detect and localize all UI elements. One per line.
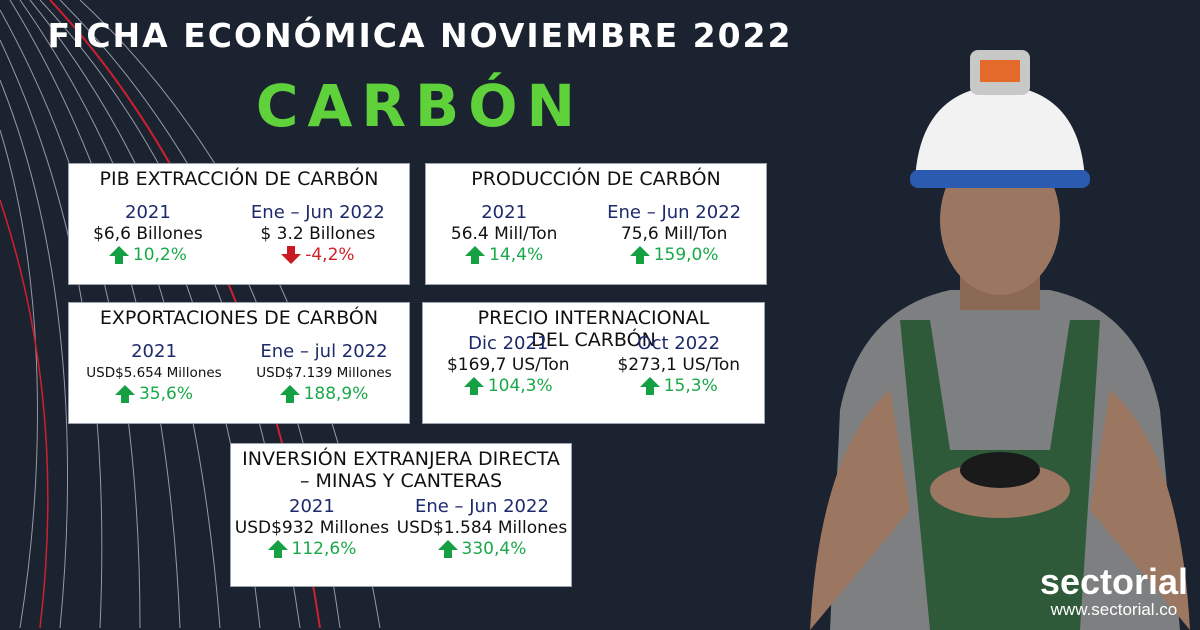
period-label: Dic 2021 xyxy=(468,333,549,354)
change-percent: 188,9% xyxy=(279,383,369,405)
stat-column: 2021 $6,6 Billones 10,2% xyxy=(93,202,203,266)
change-value: 330,4% xyxy=(461,539,527,559)
change-percent: 14,4% xyxy=(465,244,543,266)
arrow-up-icon xyxy=(639,377,660,395)
card-title: PIB EXTRACCIÓN DE CARBÓN xyxy=(99,168,379,190)
change-percent: 15,3% xyxy=(639,375,718,397)
subtitle: FICHA ECONÓMICA NOVIEMBRE 2022 xyxy=(47,16,793,55)
card-inversion: INVERSIÓN EXTRANJERA DIRECTA – MINAS Y C… xyxy=(230,443,572,587)
stat-value: $169,7 US/Ton xyxy=(446,355,570,375)
period-label: Ene – jul 2022 xyxy=(260,341,388,362)
stat-column: Ene – Jun 2022 $ 3.2 Billones -4,2% xyxy=(251,202,385,266)
change-percent: 35,6% xyxy=(114,383,193,405)
logo-url: www.sectorial.co xyxy=(1050,600,1178,619)
arrow-up-icon xyxy=(108,246,129,264)
change-value: 188,9% xyxy=(303,384,369,404)
arrow-down-icon xyxy=(281,246,302,264)
period-label: Ene – Jun 2022 xyxy=(414,496,549,517)
card-title: EXPORTACIONES DE CARBÓN xyxy=(99,307,379,329)
period-label: 2021 xyxy=(289,496,335,517)
stat-value: 56.4 Mill/Ton xyxy=(450,224,558,244)
card-columns: 2021 USD$5.654 Millones 35,6% Ene – jul 202… xyxy=(69,341,409,405)
arrow-up-icon xyxy=(114,385,135,403)
change-value: 159,0% xyxy=(653,245,719,265)
period-label: Ene – Jun 2022 xyxy=(607,202,742,223)
stat-value: USD$5.654 Millones xyxy=(86,365,222,381)
card-pib: PIB EXTRACCIÓN DE CARBÓN 2021 $6,6 Billone… xyxy=(68,163,410,285)
card-columns: 2021 56.4 Mill/Ton 14,4% Ene – Jun 2022 75,6… xyxy=(426,202,766,266)
stat-column: Ene – Jun 2022 USD$1.584 Millones 330,4% xyxy=(397,496,568,560)
change-percent: 104,3% xyxy=(463,375,553,397)
period-label: Oct 2022 xyxy=(637,333,721,354)
change-percent: 330,4% xyxy=(437,538,527,560)
period-label: 2021 xyxy=(131,341,177,362)
change-percent: 10,2% xyxy=(108,244,187,266)
change-percent: 159,0% xyxy=(629,244,719,266)
stat-column: Ene – jul 2022 USD$7.139 Millones 188,9% xyxy=(256,341,391,405)
sectorial-logo: sectorial www.sectorial.co xyxy=(1040,564,1188,620)
change-value: 15,3% xyxy=(663,376,718,396)
stat-column: Ene – Jun 2022 75,6 Mill/Ton 159,0% xyxy=(607,202,741,266)
card-columns: 2021 $6,6 Billones 10,2% Ene – Jun 2022 $ 3.… xyxy=(69,202,409,266)
card-title: INVERSIÓN EXTRANJERA DIRECTA – MINAS Y C… xyxy=(242,448,560,492)
arrow-up-icon xyxy=(629,246,650,264)
change-value: 112,6% xyxy=(291,539,357,559)
stat-value: $ 3.2 Billones xyxy=(260,224,376,244)
miner-photo xyxy=(810,50,1190,630)
change-value: 10,2% xyxy=(132,245,187,265)
stat-column: 2021 56.4 Mill/Ton 14,4% xyxy=(451,202,558,266)
change-value: 35,6% xyxy=(138,384,193,404)
card-title: PRECIO INTERNACIONAL DEL CARBÓN xyxy=(477,307,710,351)
stat-value: USD$932 Millones xyxy=(234,518,390,538)
change-value: 14,4% xyxy=(489,245,544,265)
stat-value: $273,1 US/Ton xyxy=(617,355,741,375)
page-title: CARBÓN xyxy=(255,72,585,140)
stat-value: USD$1.584 Millones xyxy=(396,518,568,538)
stat-column: Oct 2022 $273,1 US/Ton 15,3% xyxy=(617,333,740,397)
period-label: 2021 xyxy=(125,202,171,223)
card-exportaciones: EXPORTACIONES DE CARBÓN 2021 USD$5.654 Mil… xyxy=(68,302,410,424)
arrow-up-icon xyxy=(463,377,484,395)
logo-brand: sectorial xyxy=(1039,561,1188,602)
arrow-up-icon xyxy=(279,385,300,403)
change-value: -4,2% xyxy=(305,245,355,265)
card-title: PRODUCCIÓN DE CARBÓN xyxy=(471,168,721,190)
card-precio: PRECIO INTERNACIONAL DEL CARBÓN Dic 2021 $… xyxy=(422,302,765,424)
card-produccion: PRODUCCIÓN DE CARBÓN 2021 56.4 Mill/Ton 14,… xyxy=(425,163,767,285)
stat-value: $6,6 Billones xyxy=(93,224,203,244)
card-columns: Dic 2021 $169,7 US/Ton 104,3% Oct 2022 $273,… xyxy=(423,333,764,397)
arrow-up-icon xyxy=(465,246,486,264)
arrow-up-icon xyxy=(267,540,288,558)
stat-value: 75,6 Mill/Ton xyxy=(620,224,728,244)
stat-column: 2021 USD$932 Millones 112,6% xyxy=(235,496,389,560)
stat-column: 2021 USD$5.654 Millones 35,6% xyxy=(86,341,221,405)
card-columns: 2021 USD$932 Millones 112,6% Ene – Jun 2022… xyxy=(231,496,571,560)
change-percent: -4,2% xyxy=(281,244,355,266)
change-value: 104,3% xyxy=(487,376,553,396)
stat-value: USD$7.139 Millones xyxy=(256,365,392,381)
stat-column: Dic 2021 $169,7 US/Ton 104,3% xyxy=(447,333,570,397)
arrow-up-icon xyxy=(437,540,458,558)
period-label: 2021 xyxy=(481,202,528,223)
period-label: Ene – Jun 2022 xyxy=(250,202,385,223)
change-percent: 112,6% xyxy=(267,538,357,560)
